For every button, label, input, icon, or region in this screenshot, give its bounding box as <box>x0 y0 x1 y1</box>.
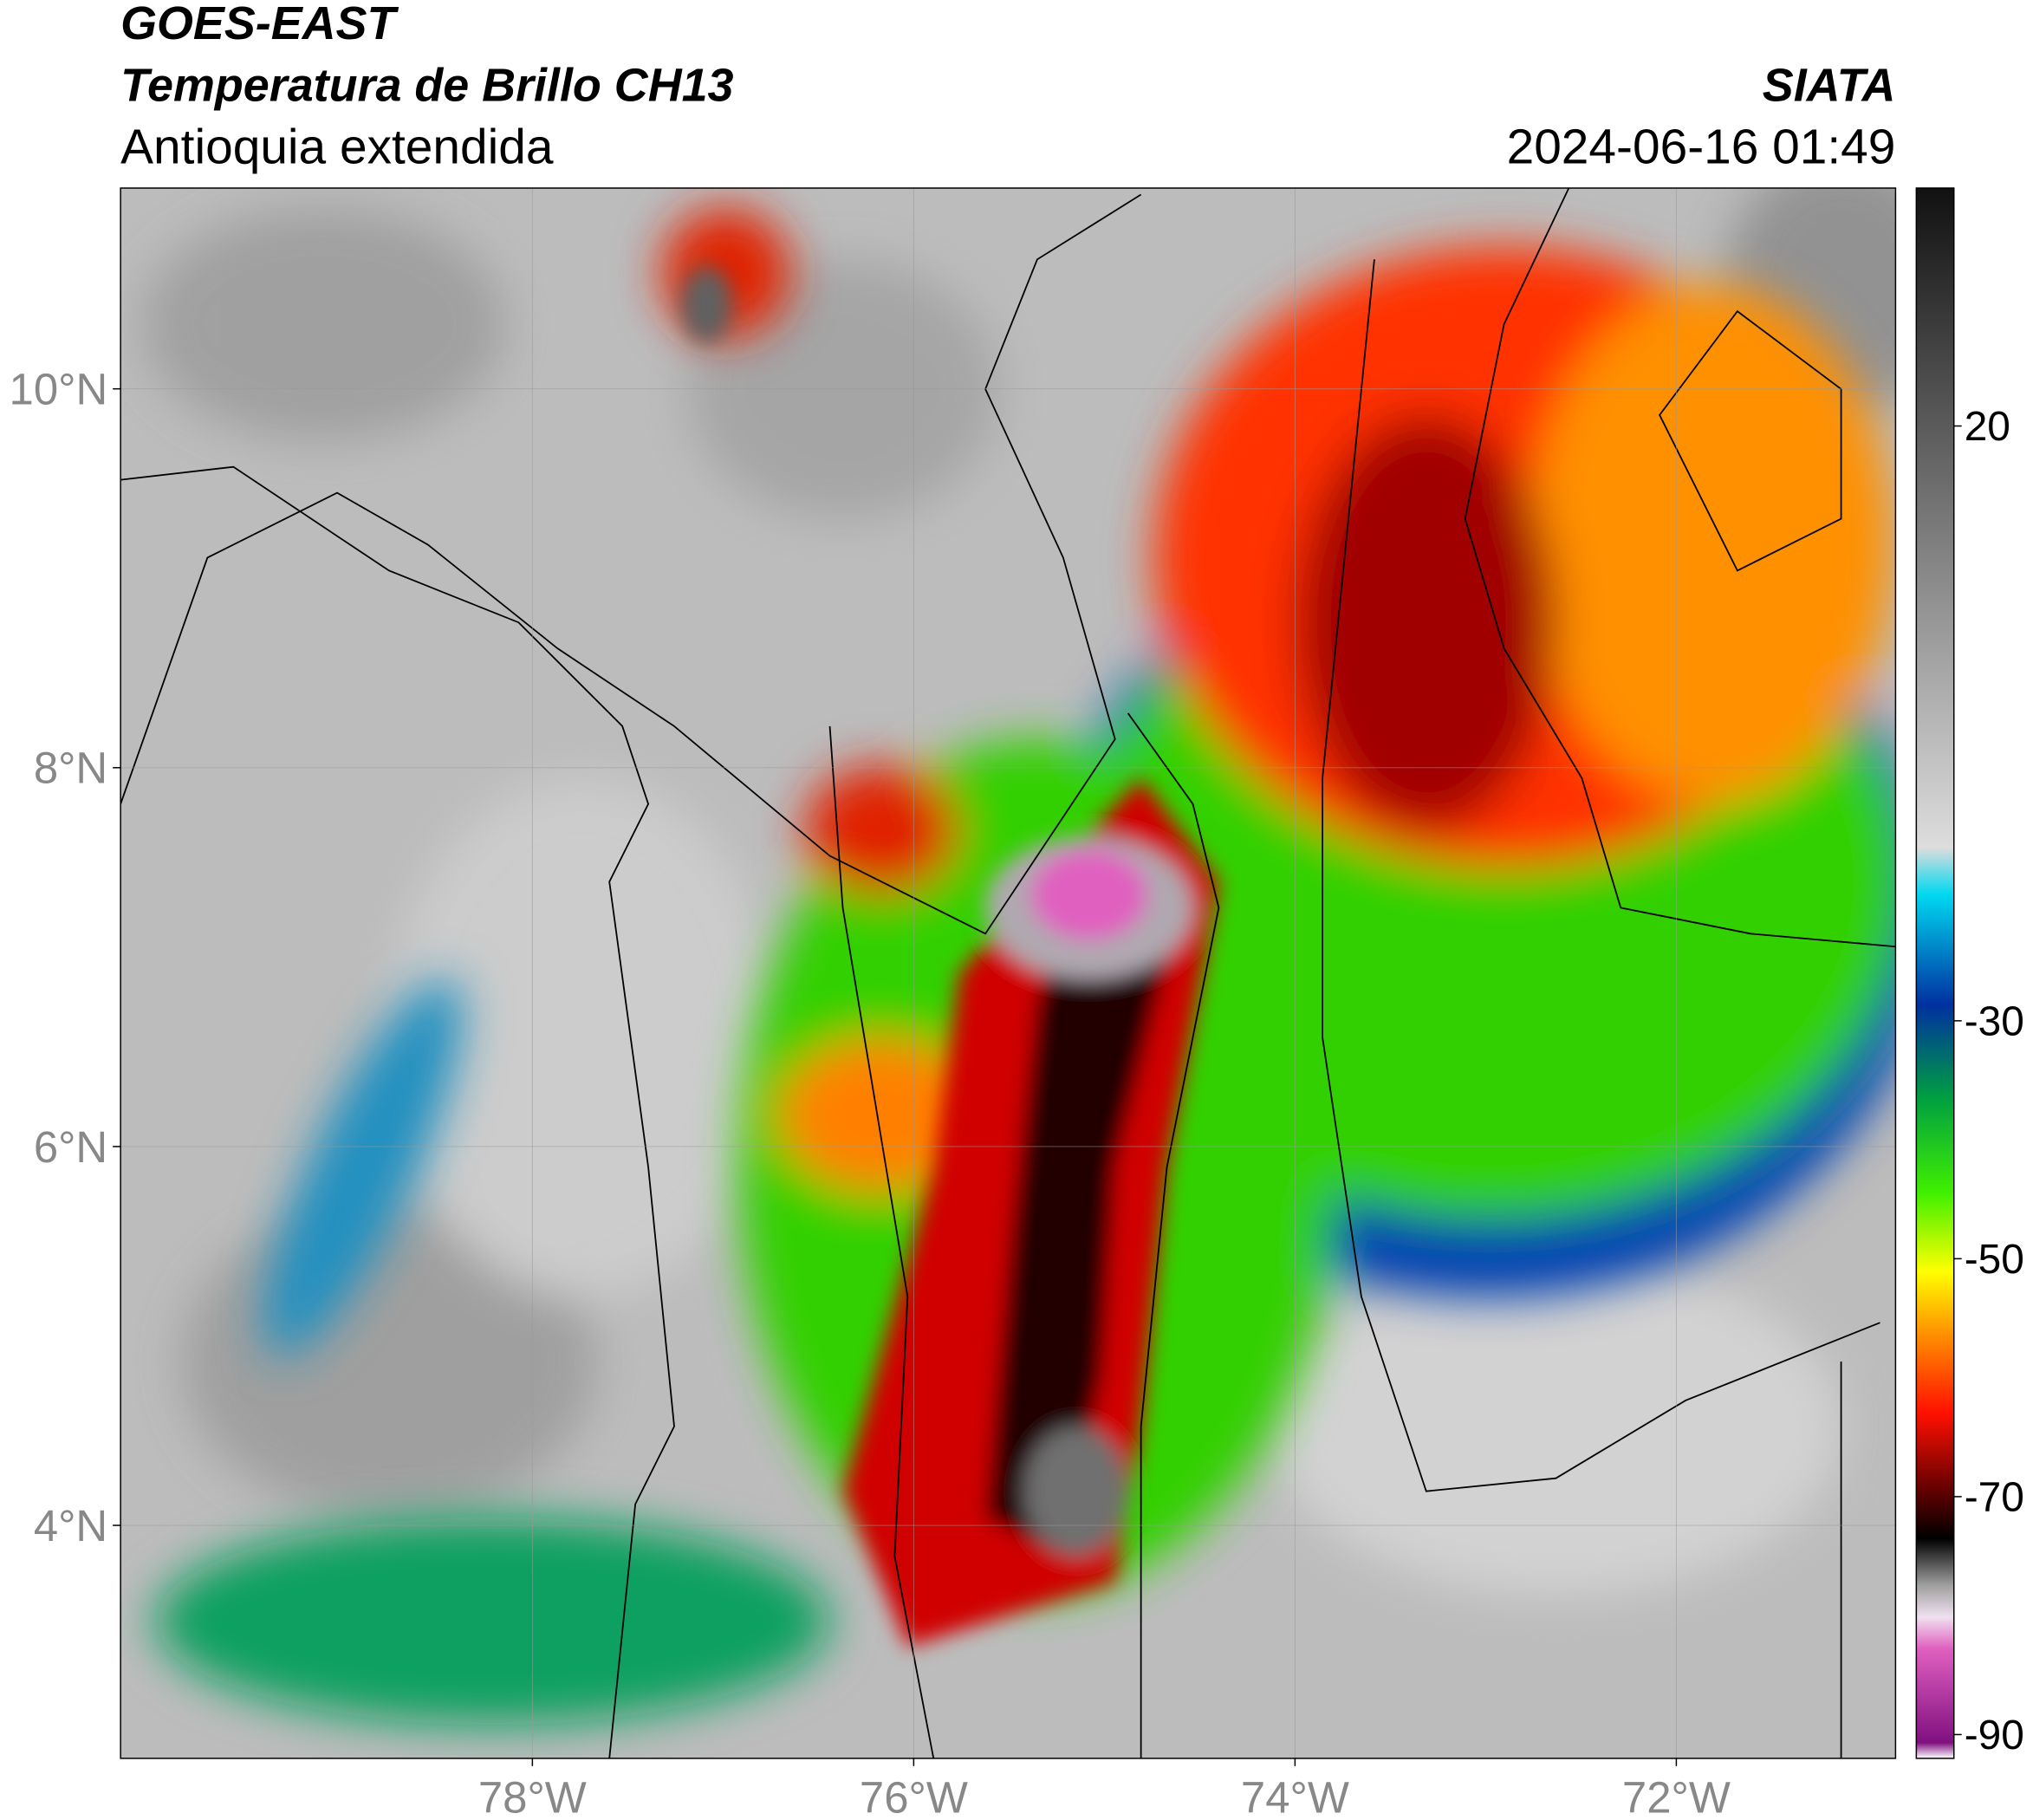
lat-tick-label: 4°N <box>34 1501 107 1550</box>
satellite-image <box>120 188 1896 1758</box>
lat-tick-label: 8°N <box>34 744 107 793</box>
agency: SIATA <box>1763 60 1896 112</box>
grid <box>120 188 1896 1758</box>
colorbar-tick-label: 20 <box>1965 404 2010 450</box>
lat-tick-label: 10°N <box>10 365 108 414</box>
lon-tick-label: 74°W <box>1241 1773 1349 1820</box>
colorbar <box>1915 187 1955 1759</box>
product-title: Temperatura de Brillo CH13 <box>120 60 733 112</box>
colorbar-tick-label: -90 <box>1965 1713 2024 1758</box>
region-title: Antioquia extendida <box>120 120 554 175</box>
colorbar-tick-label: -70 <box>1965 1474 2024 1520</box>
borders <box>120 188 1896 1758</box>
datetime: 2024-06-16 01:49 <box>1507 120 1896 175</box>
lon-tick-label: 76°W <box>860 1773 968 1820</box>
source-title: GOES-EAST <box>120 0 399 49</box>
colorbar-tick-label: -50 <box>1965 1237 2024 1283</box>
plot-frame <box>120 187 1897 1759</box>
colorbar-tick-label: -30 <box>1965 998 2024 1044</box>
lon-tick-label: 72°W <box>1622 1773 1731 1820</box>
lon-tick-label: 78°W <box>478 1773 587 1820</box>
lat-tick-label: 6°N <box>34 1122 107 1172</box>
